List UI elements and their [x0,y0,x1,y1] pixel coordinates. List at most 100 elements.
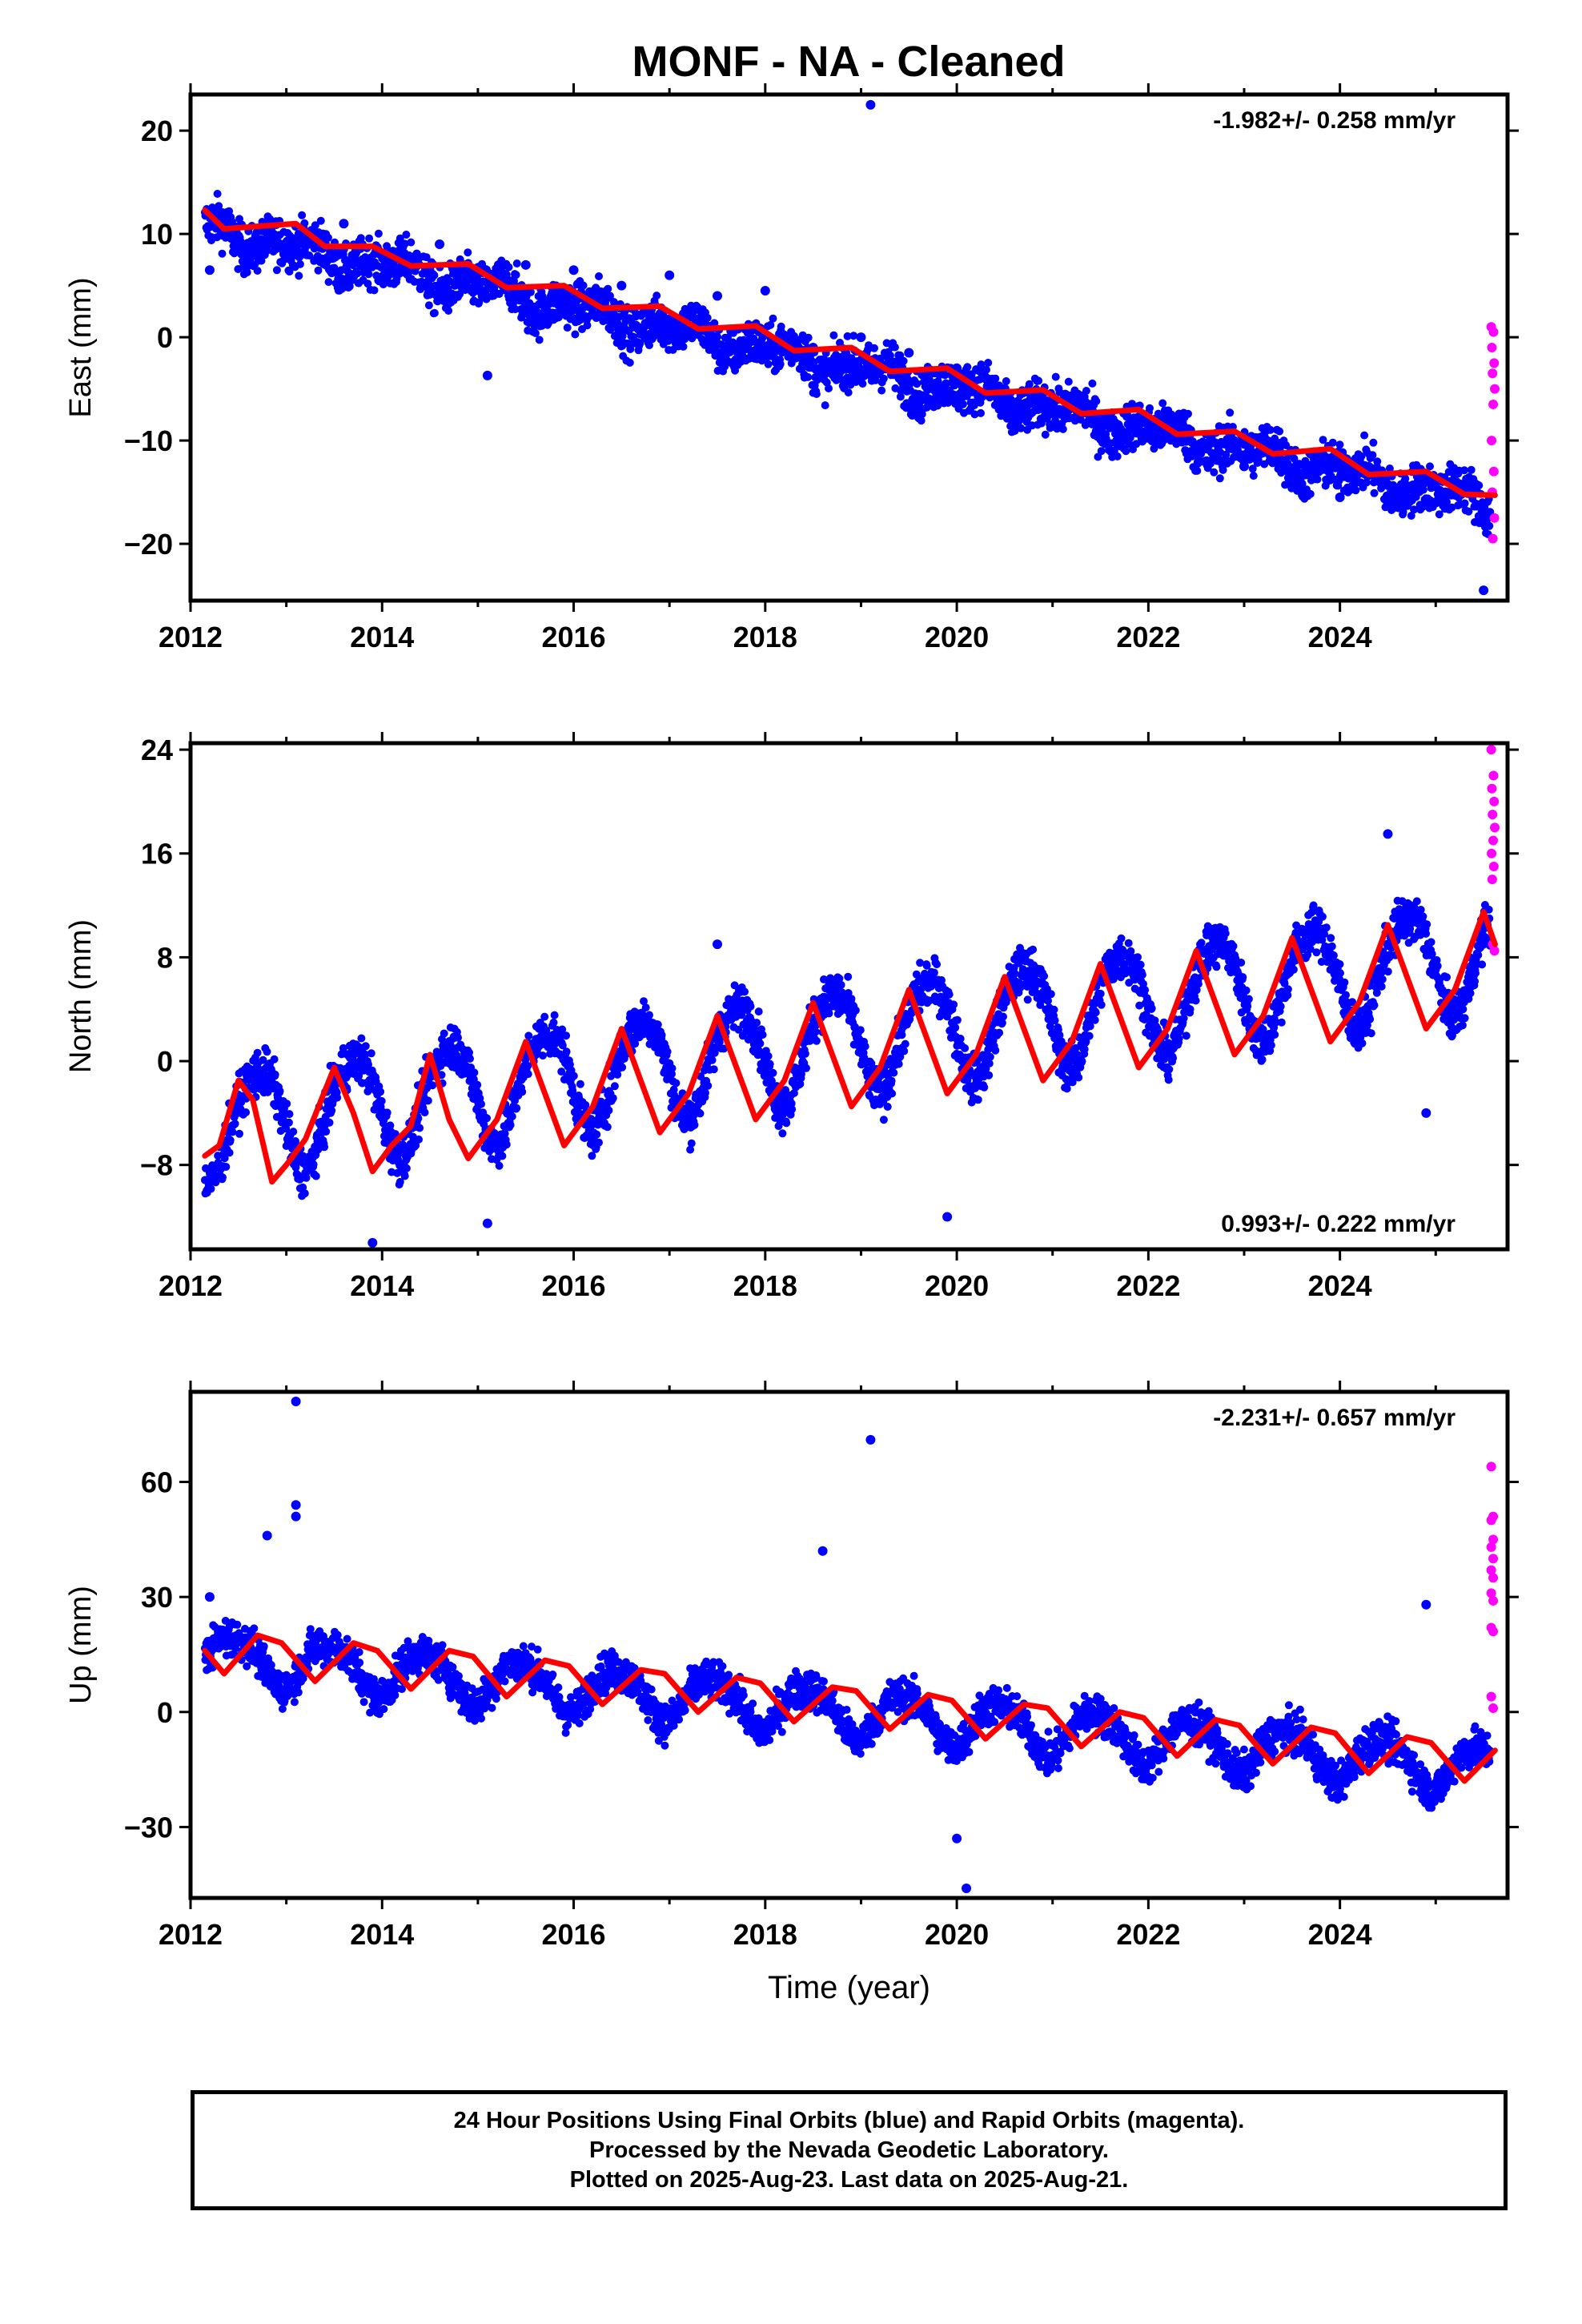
rapid-orbit-point [1488,368,1498,379]
rapid-orbit-point [1489,513,1500,523]
final-orbit-point [865,99,876,110]
y-axis-label: East (mm) [64,277,98,417]
final-orbit-point [204,1592,215,1602]
y-tick-label: −8 [140,1149,173,1182]
x-tick-label: 2014 [350,1269,414,1302]
final-orbit-point [856,332,866,343]
x-tick-label: 2016 [541,621,605,653]
rapid-orbit-point [1488,770,1499,781]
rapid-orbit-point [1488,1703,1499,1713]
x-tick-label: 2012 [159,621,223,653]
rapid-orbit-point [1488,327,1499,337]
rapid-orbit-point [1487,875,1497,885]
x-tick-label: 2018 [733,1918,797,1951]
final-orbit-point [1335,493,1345,503]
rapid-orbit-point [1488,1534,1499,1545]
plot-frame [188,92,1510,603]
rapid-orbit-point [1486,1565,1496,1575]
rapid-orbit-point [1487,783,1497,794]
y-tick-label: 8 [157,941,173,974]
x-tick-label: 2022 [1116,1269,1180,1302]
final-orbit-point [568,265,579,275]
x-axis-label: Time (year) [768,1970,930,2005]
rapid-orbit-point [1488,533,1498,544]
final-orbit-point [204,265,215,275]
final-orbit-point [367,1237,378,1248]
rapid-orbit-point [1486,1542,1496,1552]
data-layer-north [200,745,1500,1248]
rapid-orbit-point [1488,810,1498,820]
footer-line-1: 24 Hour Positions Using Final Orbits (bl… [453,2107,1245,2133]
rapid-orbit-point [1489,796,1500,806]
rapid-orbit-point [1488,1595,1499,1606]
final-orbit-point [1191,445,1202,456]
y-tick-label: 60 [141,1466,173,1499]
rapid-orbit-point [1487,848,1497,858]
y-tick-label: 20 [141,115,173,147]
final-orbit-point [1239,461,1249,472]
data-layer-up [200,1396,1499,1894]
rapid-orbit-point [1486,745,1496,755]
final-orbit-point [291,1511,301,1522]
final-orbit-point [665,270,675,280]
model-fit-line [202,207,1498,498]
point-cloud-north [200,896,1495,1200]
x-tick-label: 2018 [733,1269,797,1302]
rapid-orbit-point [1489,358,1500,368]
x-tick-label: 2020 [925,1269,989,1302]
final-orbit-point [942,1212,953,1222]
final-orbit-point [962,1884,972,1894]
final-orbit-point [904,348,914,358]
panel-up: 2012 2014 2016 2018 2020 2022 2024 −30 0 30 60 Up (… [64,1381,1519,2005]
rapid-orbit-point [1486,1515,1496,1526]
velocity-rate-label: -1.982+/- 0.258 mm/yr [1213,107,1456,134]
final-orbit-point [482,1218,492,1228]
footer-line-2: Processed by the Nevada Geodetic Laborat… [589,2137,1109,2163]
chart-title: MONF - NA - Cleaned [632,38,1065,86]
y-tick-label: 0 [157,1696,173,1729]
point-cloud-east [200,190,1495,539]
final-orbit-point [952,1833,962,1844]
final-orbit-points-east [200,190,1495,539]
y-tick-label: 16 [141,838,173,870]
final-orbit-point [1095,415,1106,425]
plot-frame [188,741,1510,1252]
x-tick-label: 2012 [159,1918,223,1951]
final-orbit-point [1479,508,1489,518]
panel-east: 2012 2014 2016 2018 2020 2022 2024 −20 −10 0 10 20 E… [64,83,1519,653]
x-tick-label: 2020 [925,621,989,653]
x-tick-label: 2022 [1116,621,1180,653]
x-tick-label: 2020 [925,1918,989,1951]
velocity-rate-label: 0.993+/- 0.222 mm/yr [1221,1211,1456,1237]
final-orbit-point [243,239,253,250]
final-orbit-points-up [200,1616,1495,1812]
panels: 2012 2014 2016 2018 2020 2022 2024 −20 −10 0 10 20 E… [64,83,1519,2005]
rapid-orbit-point [1487,343,1497,352]
x-tick-label: 2024 [1308,1269,1372,1302]
x-tick-label: 2022 [1116,1918,1180,1951]
y-tick-label: 0 [157,321,173,354]
final-orbit-point [520,259,531,270]
y-axis-label: North (mm) [64,919,98,1073]
final-orbit-point [713,939,722,950]
final-orbit-points-north [200,896,1495,1200]
x-tick-label: 2014 [350,621,414,653]
final-orbit-point [482,370,492,380]
footer-caption-box: 24 Hour Positions Using Final Orbits (bl… [191,2090,1508,2210]
y-tick-label: 30 [141,1581,173,1614]
final-orbit-point [291,1500,301,1510]
rapid-orbit-point [1486,1588,1496,1598]
y-tick-label: 10 [141,218,173,251]
x-tick-label: 2016 [541,1918,605,1951]
final-orbit-point [1383,497,1393,508]
rapid-orbit-point [1487,436,1497,446]
final-orbit-point [1143,425,1154,436]
final-orbit-point [865,1434,876,1445]
final-orbit-point [713,291,722,301]
final-orbit-point [1383,829,1393,839]
rapid-orbit-point [1488,466,1499,476]
rapid-orbit-point [1486,1691,1496,1702]
final-orbit-point [760,286,770,296]
x-tick-label: 2024 [1308,1918,1372,1951]
